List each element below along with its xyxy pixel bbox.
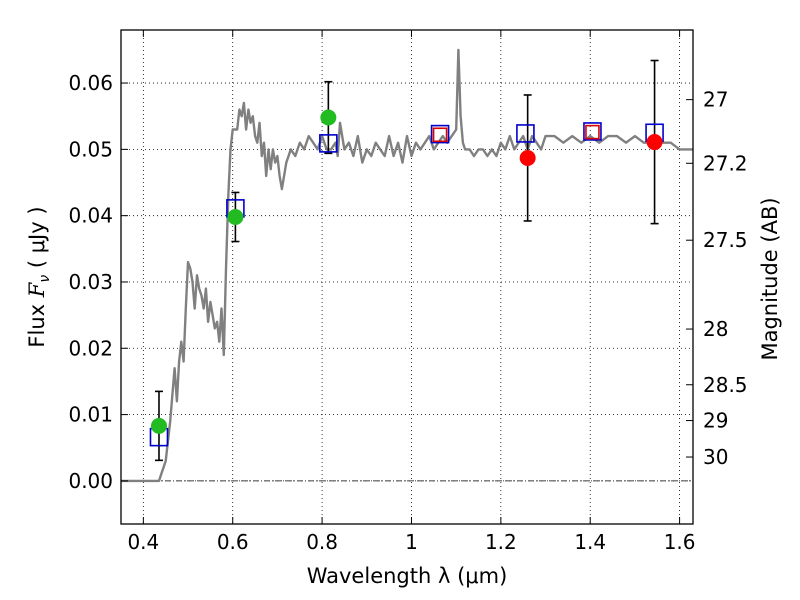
- model-spectrum-line: [121, 48, 693, 483]
- magnitude-tick-layer: 27 27.2 27.5 28 28.5 29 30: [686, 88, 748, 469]
- model-box: [516, 124, 535, 143]
- model-spectrum-layer: [121, 48, 693, 483]
- y-axis-label: Flux Fν ( μJy ): [25, 206, 53, 347]
- x-tick-label: 0.6: [217, 530, 249, 554]
- y-tick-label: 0.02: [68, 336, 113, 360]
- x-tick-label: 0.8: [306, 530, 338, 554]
- x-tick-label: 1: [405, 530, 418, 554]
- magnitude-tick-label: 27: [703, 88, 728, 112]
- y-tick-label: 0.05: [68, 137, 113, 161]
- model-box: [583, 122, 602, 141]
- magnitude-tick-label: 30: [703, 445, 728, 469]
- x-tick-layer: 0.4 0.6 0.8 1 1.2 1.4 1.6: [127, 30, 696, 554]
- magnitude-tick-label: 27.5: [703, 228, 748, 252]
- model-box-layer: [149, 122, 664, 447]
- observed-point: [519, 149, 536, 166]
- x-axis-label: Wavelength λ (μm): [307, 564, 508, 588]
- model-box: [430, 124, 450, 144]
- observed-point: [320, 109, 337, 126]
- x-tick-label: 0.4: [127, 530, 159, 554]
- model-box-small: [432, 127, 448, 143]
- y-tick-label: 0.01: [68, 403, 113, 427]
- model-box-small: [585, 124, 600, 140]
- y-axis-label-prefix: Flux: [25, 297, 49, 347]
- plot-frame: [120, 29, 694, 525]
- magnitude-tick-label: 28: [703, 317, 728, 341]
- x-tick-label: 1.4: [574, 530, 606, 554]
- y-tick-label: 0.00: [68, 469, 113, 493]
- magnitude-tick-label: 28.5: [703, 373, 748, 397]
- y-tick-label: 0.03: [68, 270, 113, 294]
- y-tick-label: 0.06: [68, 71, 113, 95]
- errorbar-layer: [154, 59, 659, 462]
- y-tick-layer: 0.00 0.01 0.02 0.03 0.04 0.05 0.06: [68, 71, 128, 493]
- magnitude-tick-label: 29: [703, 409, 728, 433]
- magnitude-tick-label: 27.2: [703, 151, 748, 175]
- model-box: [319, 134, 338, 153]
- y-tick-label: 0.04: [68, 204, 113, 228]
- observed-point: [646, 134, 663, 151]
- y-axis-label-subscript: ν: [37, 275, 53, 283]
- y-axis-label-suffix: ( μJy ): [25, 206, 49, 274]
- x-tick-label: 1.2: [485, 530, 517, 554]
- observed-point: [227, 208, 244, 225]
- grid-layer: [121, 30, 693, 524]
- y2-axis-label: Magnitude (AB): [758, 197, 782, 360]
- y-axis-label-symbol: F: [25, 281, 49, 298]
- observed-point: [150, 417, 167, 434]
- x-tick-label: 1.6: [664, 530, 696, 554]
- observed-point-layer: [150, 109, 663, 434]
